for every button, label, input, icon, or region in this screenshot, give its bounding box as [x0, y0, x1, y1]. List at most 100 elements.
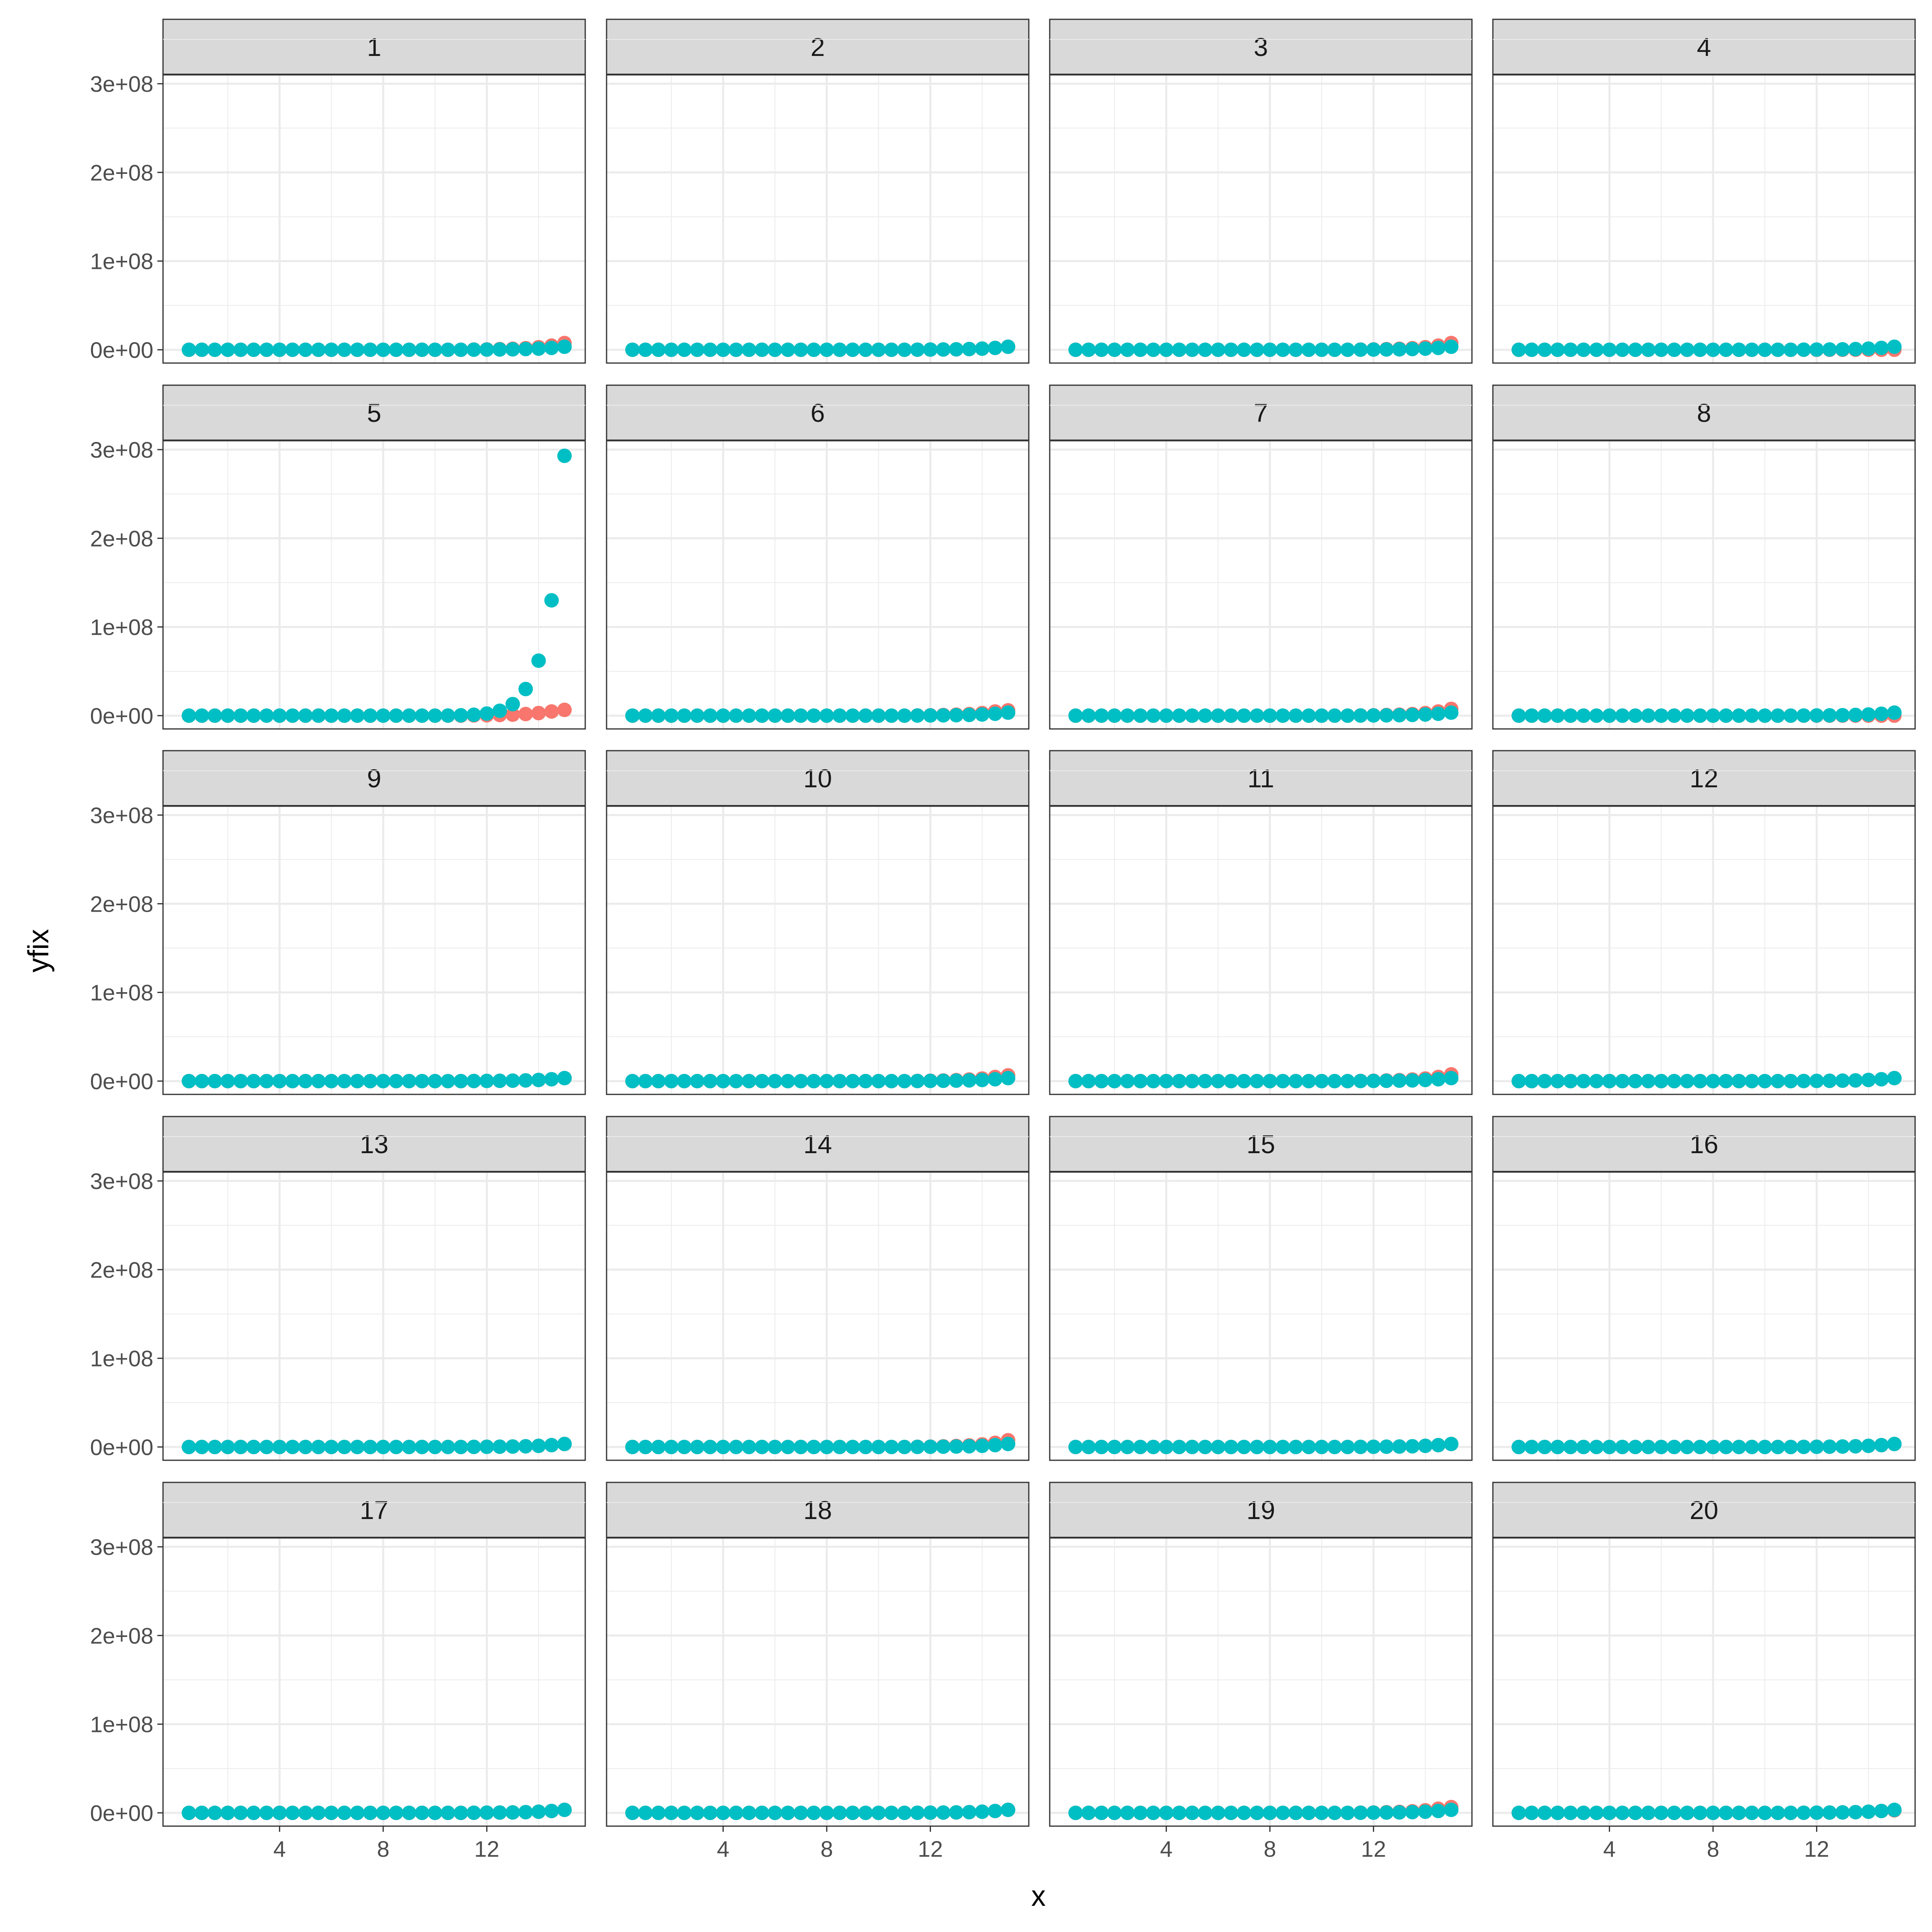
data-point-series-2	[1327, 342, 1342, 357]
data-point-series-2	[768, 1439, 782, 1454]
data-point-series-2	[1301, 1805, 1316, 1820]
x-tick-label: 8	[1707, 1836, 1719, 1862]
data-point-series-2	[246, 708, 261, 723]
data-point-series-2	[182, 1805, 196, 1820]
data-point-series-2	[557, 448, 572, 463]
facet-strip-label: 19	[1247, 1496, 1275, 1525]
data-point-series-2	[1120, 342, 1135, 357]
data-point-series-2	[949, 1805, 964, 1820]
data-point-series-2	[1340, 342, 1355, 357]
panel-background	[1050, 1538, 1472, 1826]
data-point-series-2	[923, 342, 938, 357]
data-point-series-2	[466, 707, 481, 722]
data-point-series-2	[518, 1073, 533, 1088]
data-point-series-2	[1719, 1439, 1734, 1454]
data-point-series-2	[1133, 708, 1148, 723]
data-point-series-2	[1680, 1073, 1695, 1088]
data-point-series-2	[768, 342, 782, 357]
data-point-series-2	[1405, 342, 1420, 357]
y-axis-title: yfix	[23, 929, 55, 972]
panel-border	[1049, 74, 1473, 364]
data-point-series-2	[780, 342, 795, 357]
data-point-series-2	[1732, 1439, 1746, 1454]
data-point-series-1	[505, 707, 520, 722]
data-point-series-2	[1602, 1073, 1617, 1088]
data-point-series-2	[871, 708, 886, 723]
data-point-series-2	[703, 1439, 718, 1454]
data-point-series-2	[1563, 342, 1578, 357]
data-point-series-2	[544, 593, 559, 608]
data-point-series-2	[1615, 1073, 1630, 1088]
data-point-series-2	[1133, 1805, 1148, 1820]
facet-strip-label: 6	[811, 398, 825, 427]
data-point-series-2	[220, 1073, 235, 1088]
data-point-series-2	[988, 1438, 1003, 1453]
data-point-series-2	[1353, 1805, 1368, 1820]
data-point-series-2	[1537, 342, 1552, 357]
data-point-series-2	[337, 1439, 352, 1454]
facet-strip-label: 18	[803, 1496, 832, 1525]
panel-background	[1493, 806, 1915, 1094]
data-point-series-2	[897, 1805, 912, 1820]
data-point-series-2	[246, 342, 261, 357]
facet-strip-label: 8	[1697, 398, 1711, 427]
data-point-series-2	[207, 1073, 222, 1088]
data-point-series-2	[690, 708, 705, 723]
data-point-series-2	[729, 1439, 743, 1454]
data-point-series-2	[427, 1073, 442, 1088]
data-point-series-2	[1615, 1805, 1630, 1820]
data-point-series-2	[677, 1073, 692, 1088]
data-point-series-2	[518, 342, 533, 357]
data-point-series-2	[806, 342, 821, 357]
data-point-series-2	[768, 1805, 782, 1820]
data-point-series-2	[1314, 1073, 1329, 1088]
data-point-series-2	[793, 1805, 808, 1820]
data-point-series-2	[1431, 1438, 1446, 1453]
data-point-series-2	[337, 1805, 352, 1820]
data-point-series-2	[1757, 342, 1772, 357]
data-point-series-2	[1693, 708, 1707, 723]
data-point-series-2	[1133, 342, 1148, 357]
data-point-series-2	[1001, 339, 1016, 354]
data-point-series-2	[858, 1805, 873, 1820]
facet-panel-11: 11	[1049, 750, 1473, 1095]
data-point-series-2	[1887, 705, 1902, 720]
data-point-series-2	[246, 1439, 261, 1454]
data-point-series-2	[1654, 708, 1669, 723]
data-point-series-2	[1081, 708, 1096, 723]
data-point-series-2	[1263, 1073, 1278, 1088]
data-point-series-2	[233, 342, 248, 357]
data-point-series-2	[1615, 342, 1630, 357]
data-point-series-2	[233, 1073, 248, 1088]
facet-panel-20: 20 4 8 12	[1492, 1482, 1916, 1862]
data-point-series-2	[845, 1073, 860, 1088]
data-point-series-2	[1107, 1805, 1122, 1820]
data-point-series-2	[272, 1439, 287, 1454]
data-point-series-2	[1236, 1805, 1251, 1820]
data-point-series-2	[1796, 708, 1811, 723]
x-axis-title: x	[1031, 1880, 1046, 1912]
data-point-series-2	[427, 1805, 442, 1820]
data-point-series-2	[1641, 1805, 1656, 1820]
data-point-series-2	[1809, 342, 1824, 357]
data-point-series-2	[1511, 342, 1526, 357]
data-point-series-2	[1861, 1073, 1876, 1088]
x-tick-label: 12	[918, 1836, 943, 1862]
facet-panel-15: 15	[1049, 1116, 1473, 1461]
data-point-series-2	[363, 1439, 378, 1454]
data-point-series-2	[1146, 1805, 1161, 1820]
data-point-series-2	[402, 708, 417, 723]
data-point-series-2	[1783, 1439, 1798, 1454]
facet-strip	[1492, 1482, 1916, 1539]
data-point-series-2	[871, 1439, 886, 1454]
data-point-series-2	[664, 1073, 679, 1088]
data-point-series-2	[1288, 1073, 1303, 1088]
y-tick-label: 2e+08	[90, 526, 153, 551]
data-point-series-2	[1680, 1439, 1695, 1454]
data-point-series-2	[246, 1073, 261, 1088]
data-point-series-2	[1185, 708, 1199, 723]
data-point-series-2	[350, 708, 365, 723]
data-point-series-2	[557, 1071, 572, 1086]
data-point-series-2	[1094, 708, 1109, 723]
data-point-series-2	[1236, 1073, 1251, 1088]
